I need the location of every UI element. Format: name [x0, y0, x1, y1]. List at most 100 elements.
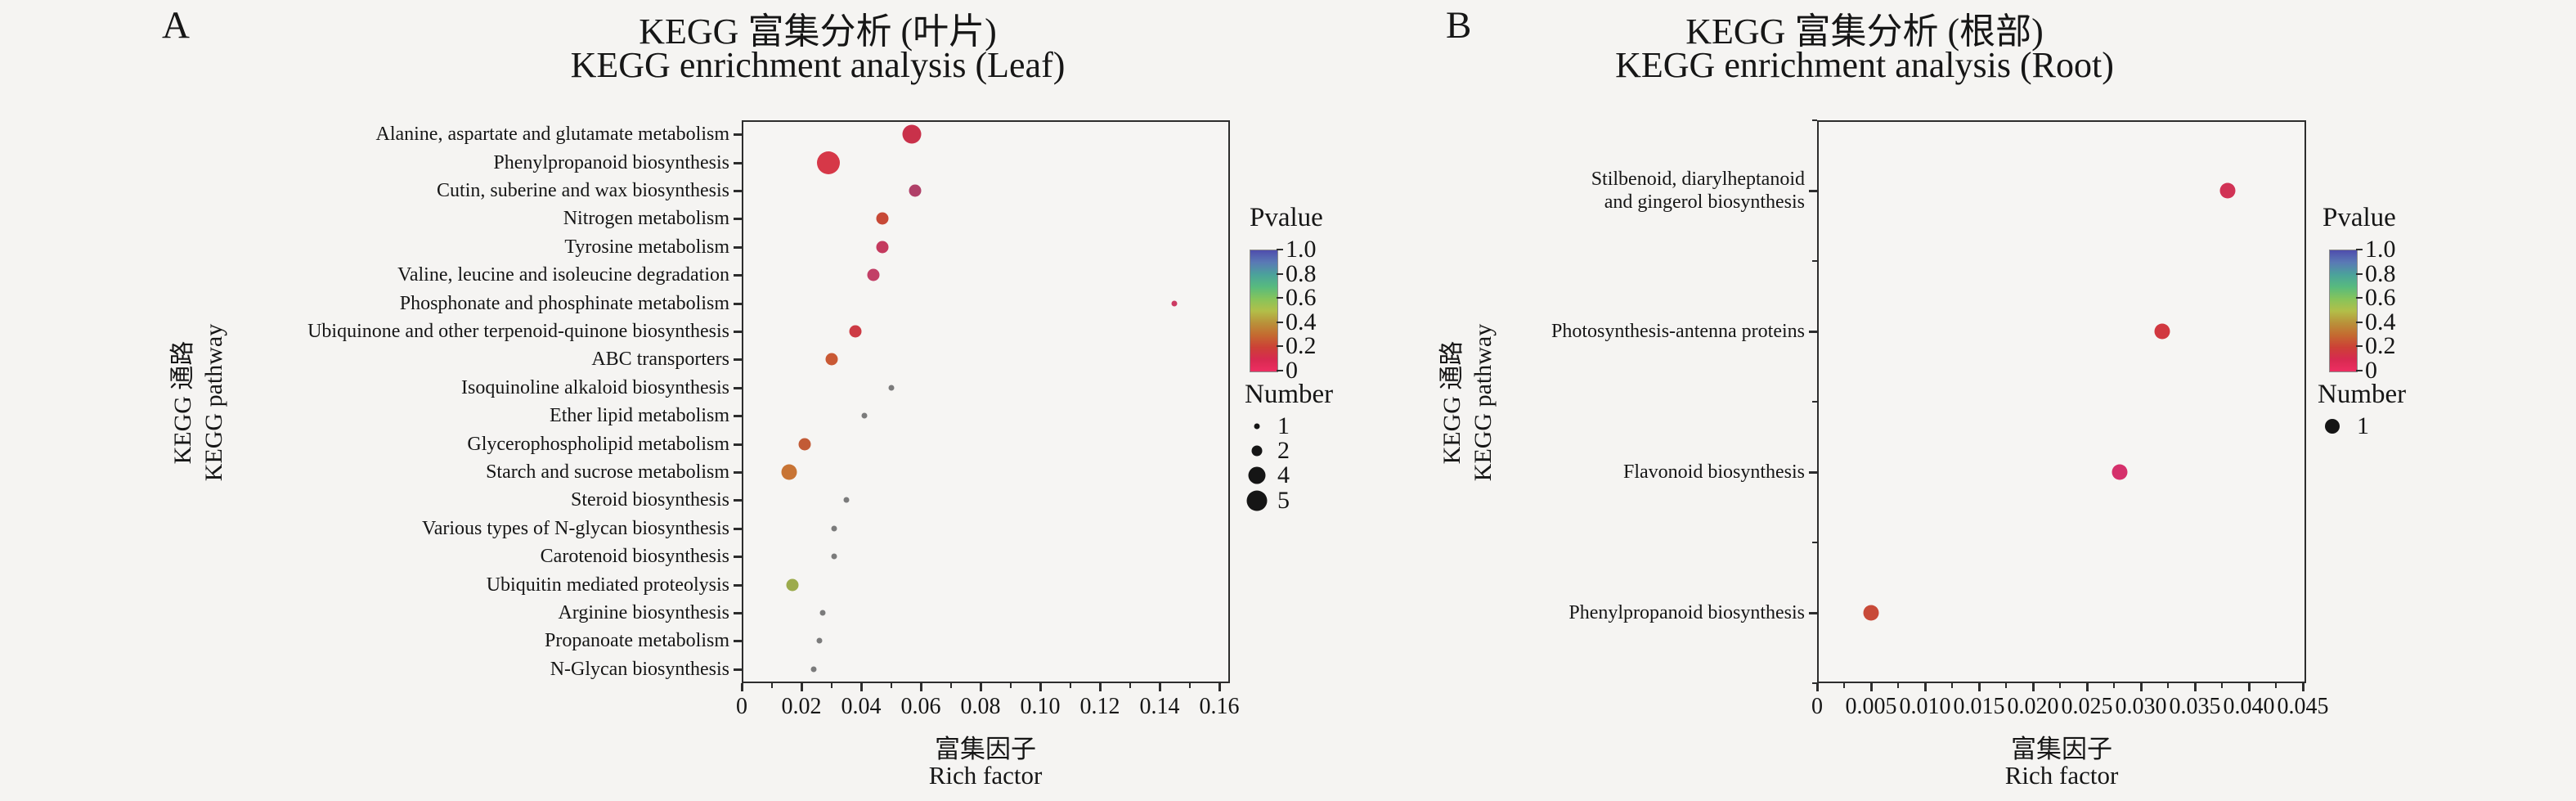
- panel-b-title-en: KEGG enrichment analysis (Root): [1615, 45, 2114, 85]
- panel-b-y-axis-tick: [1809, 612, 1817, 614]
- panel-b-pathway-label: Photosynthesis-antenna proteins: [1551, 321, 1805, 342]
- panel-b-x-tick-label: 0.010: [1899, 694, 1951, 719]
- panel-b-x-tick-label: 0.040: [2223, 694, 2275, 719]
- panel-a-pathway-label: N-Glycan biosynthesis: [550, 658, 729, 680]
- panel-b-pvalue-scale-label: 0.6: [2365, 284, 2396, 312]
- panel-b-x-tick-label: 0.020: [2007, 694, 2059, 719]
- panel-b-number-legend-title: Number: [2318, 380, 2407, 409]
- panel-a-plot-area: [742, 120, 1230, 683]
- panel-a-x-axis-minor-tick: [1009, 683, 1012, 688]
- panel-a-pathway-label: Steroid biosynthesis: [570, 489, 729, 511]
- panel-a-x-tick-label: 0.10: [1020, 694, 1061, 719]
- panel-b-pvalue-scale-label: 0.2: [2365, 332, 2396, 360]
- panel-b-y-axis-tick: [1809, 190, 1817, 192]
- panel-b-x-axis-minor-tick: [1843, 683, 1845, 688]
- panel-b-data-point: [1863, 605, 1879, 621]
- panel-a-pathway-label: Phenylpropanoid biosynthesis: [493, 151, 729, 173]
- panel-b-letter: B: [1446, 4, 1472, 47]
- panel-a-x-axis-minor-tick: [949, 683, 952, 688]
- panel-b-pvalue-scale-label: 0.8: [2365, 259, 2396, 287]
- panel-a-x-tick-label: 0.16: [1199, 694, 1240, 719]
- panel-b-y-axis-minor-tick: [1812, 260, 1817, 262]
- panel-b-x-axis-tick: [1870, 683, 1873, 691]
- panel-a-number-legend-dot: [1254, 423, 1260, 430]
- panel-a-number-legend-dot: [1248, 466, 1266, 484]
- panel-b-x-axis-minor-tick: [1897, 683, 1899, 688]
- panel-b-y-axis-title-en: KEGG pathway: [1470, 323, 1497, 482]
- panel-a-data-point: [843, 497, 850, 503]
- panel-a-number-legend-dot: [1251, 445, 1263, 457]
- panel-a-data-point: [798, 438, 811, 451]
- panel-a-x-axis-tick: [860, 683, 863, 691]
- panel-a-y-axis-tick: [734, 386, 742, 389]
- panel-b-pvalue-colorbar-tick: [2356, 249, 2363, 250]
- panel-b-pathway-label: Stilbenoid, diarylheptanoid and gingerol…: [1591, 169, 1805, 213]
- panel-a-y-axis-tick: [734, 190, 742, 192]
- panel-a-x-axis-title-en: Rich factor: [928, 761, 1043, 790]
- panel-b-y-axis-tick: [1809, 471, 1817, 474]
- panel-a-y-axis-tick: [734, 161, 742, 164]
- panel-b-x-axis-minor-tick: [2275, 683, 2277, 688]
- panel-a-pvalue-colorbar-tick: [1277, 345, 1283, 348]
- panel-a-y-axis-tick: [734, 443, 742, 446]
- panel-a-data-point: [825, 353, 837, 366]
- panel-a-x-tick-label: 0.06: [900, 694, 941, 719]
- panel-a-y-axis-tick: [734, 471, 742, 474]
- panel-b-pvalue-colorbar-tick: [2356, 321, 2363, 323]
- panel-a-pvalue-colorbar-tick: [1277, 249, 1283, 250]
- panel-b-x-tick-label: 0: [1811, 694, 1823, 719]
- panel-b-data-point: [2154, 323, 2170, 340]
- panel-a-title-en: KEGG enrichment analysis (Leaf): [570, 45, 1066, 85]
- panel-a-title-zh: KEGG 富集分析 (叶片): [639, 11, 997, 52]
- panel-a-pathway-label: Nitrogen metabolism: [563, 208, 729, 230]
- panel-a-x-axis-minor-tick: [770, 683, 773, 688]
- panel-a-x-axis-minor-tick: [1129, 683, 1131, 688]
- panel-a-data-point: [816, 151, 840, 174]
- panel-a-pvalue-scale-label: 0.2: [1286, 332, 1317, 360]
- panel-a-y-axis-tick: [734, 245, 742, 249]
- panel-a-pathway-label: Alanine, aspartate and glutamate metabol…: [375, 124, 729, 146]
- panel-a-pathway-label: Carotenoid biosynthesis: [540, 546, 729, 568]
- panel-b-x-axis-tick: [2194, 683, 2197, 691]
- panel-a-y-axis-tick: [734, 640, 742, 643]
- panel-b-x-tick-label: 0.025: [2061, 694, 2113, 719]
- panel-b-pvalue-scale-label: 1.0: [2365, 236, 2396, 263]
- panel-a-y-axis-tick: [734, 499, 742, 502]
- panel-a-x-axis-tick: [1039, 683, 1042, 691]
- panel-a-number-legend-label: 5: [1277, 487, 1290, 514]
- panel-a-x-axis-tick: [1159, 683, 1161, 691]
- panel-b-x-axis-tick: [2248, 683, 2251, 691]
- panel-b-number-legend-label: 1: [2357, 412, 2369, 439]
- panel-b-x-axis-minor-tick: [2059, 683, 2061, 688]
- panel-a-x-axis-tick: [741, 683, 743, 691]
- panel-a-data-point: [861, 412, 868, 419]
- panel-a-x-axis-minor-tick: [890, 683, 892, 688]
- panel-a-number-legend-label: 4: [1277, 461, 1290, 488]
- panel-a-data-point: [831, 553, 837, 560]
- panel-a-data-point: [816, 637, 823, 644]
- panel-a-x-tick-label: 0.12: [1079, 694, 1120, 719]
- panel-b-title-zh: KEGG 富集分析 (根部): [1685, 11, 2044, 52]
- panel-a-x-axis-title-zh: 富集因子: [935, 735, 1036, 763]
- panel-a-y-axis-tick: [734, 331, 742, 333]
- panel-a-pvalue-colorbar-tick: [1277, 370, 1283, 371]
- panel-a-pvalue-colorbar-tick: [1277, 321, 1283, 323]
- panel-b-pvalue-colorbar: [2329, 250, 2358, 372]
- panel-b-x-tick-label: 0.015: [1953, 694, 2005, 719]
- panel-b-x-axis-tick: [2032, 683, 2035, 691]
- panel-b-x-tick-label: 0.045: [2277, 694, 2329, 719]
- panel-a-x-tick-label: 0.04: [841, 694, 882, 719]
- panel-a-y-axis-tick: [734, 358, 742, 362]
- panel-b-x-axis-tick: [1816, 683, 1819, 691]
- panel-b-x-axis-title-en: Rich factor: [2004, 761, 2119, 790]
- panel-a-x-axis-tick: [1218, 683, 1221, 691]
- panel-a-y-axis-tick: [734, 612, 742, 614]
- panel-a-data-point: [876, 212, 889, 225]
- panel-b-pvalue-colorbar-tick: [2356, 272, 2363, 275]
- panel-b-pvalue-scale-label: 0.4: [2365, 308, 2396, 335]
- panel-a-number-legend-title: Number: [1245, 380, 1334, 409]
- panel-b-x-axis-minor-tick: [2113, 683, 2115, 688]
- panel-b-pvalue-colorbar-tick: [2356, 370, 2363, 371]
- panel-a-pathway-label: Isoquinoline alkaloid biosynthesis: [461, 376, 729, 398]
- panel-a-y-axis-tick: [734, 556, 742, 559]
